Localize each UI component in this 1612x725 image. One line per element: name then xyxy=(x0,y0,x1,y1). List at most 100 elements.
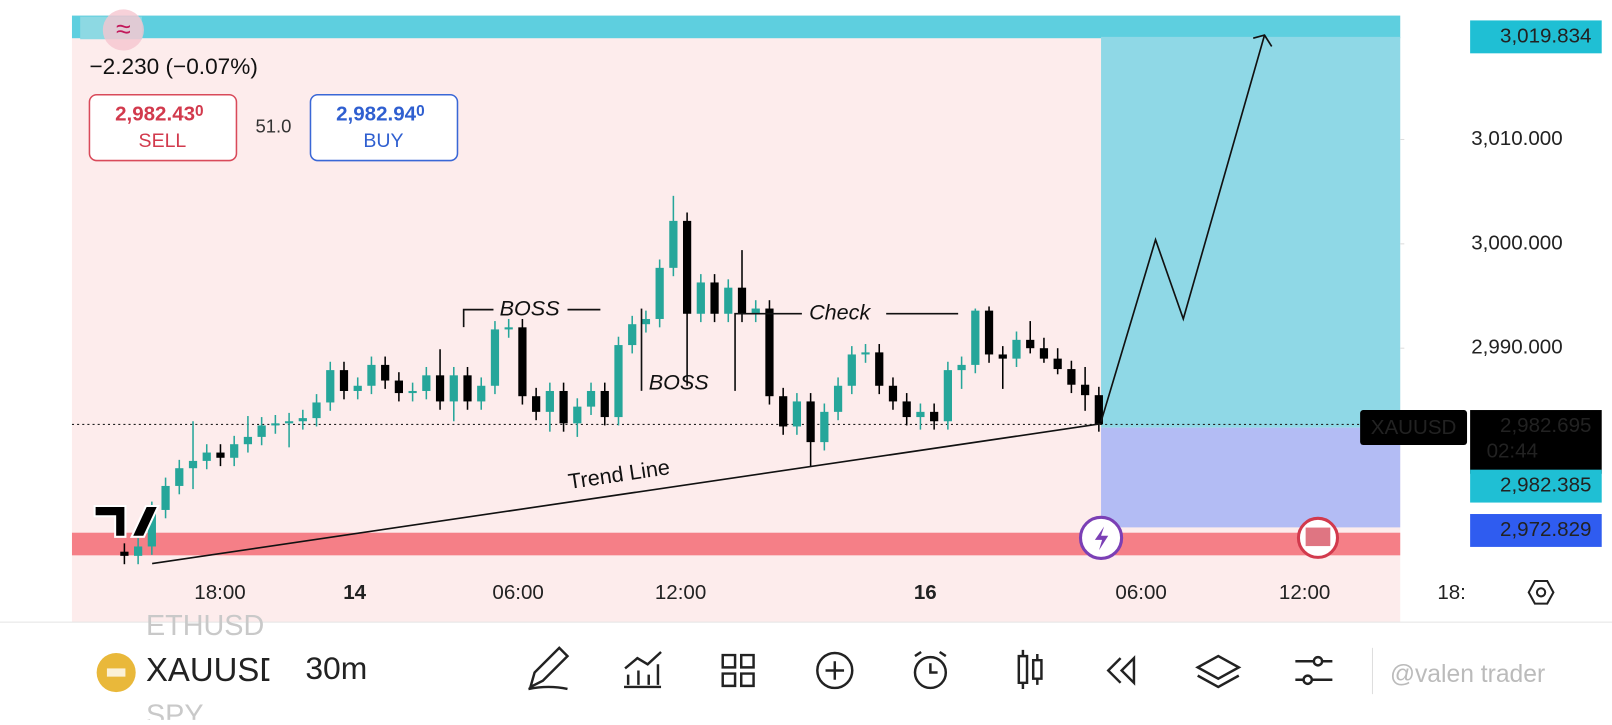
event-glyph xyxy=(1094,526,1109,551)
candle-body xyxy=(833,385,843,412)
alert-tool[interactable] xyxy=(913,655,948,690)
buy-button[interactable] xyxy=(309,93,459,162)
x-tick-label: 18: xyxy=(1437,581,1466,604)
candle-body xyxy=(243,436,253,445)
flag-glyph xyxy=(1305,527,1331,547)
draw-tool[interactable] xyxy=(528,646,570,691)
settings-knob xyxy=(1312,655,1324,667)
candle-body xyxy=(875,352,884,386)
candle-body xyxy=(1067,369,1076,385)
candle-body xyxy=(586,390,596,407)
entry-label: 2,982.385 xyxy=(1500,474,1591,497)
spread: 51.0 xyxy=(255,116,291,137)
symbol-tag-bg xyxy=(1360,410,1468,445)
candle-body xyxy=(394,380,403,394)
candle-body xyxy=(175,468,184,486)
candle-body xyxy=(682,220,692,314)
settings-icon[interactable] xyxy=(1527,580,1555,605)
candle-body xyxy=(545,390,554,412)
candle-body xyxy=(353,385,362,391)
candle-body xyxy=(1081,384,1090,396)
candle-body xyxy=(147,509,156,547)
x-tick-label: 12:00 xyxy=(1279,581,1330,604)
symbol-prev[interactable]: ETHUSD xyxy=(146,610,264,642)
x-tick-label: 06:00 xyxy=(1115,581,1166,604)
symbol-icon-bar xyxy=(106,668,126,677)
candle-body xyxy=(312,402,321,419)
interval[interactable]: 30m xyxy=(305,650,367,686)
indicator-icon[interactable] xyxy=(102,9,144,51)
top-band xyxy=(71,15,1401,39)
candle-body xyxy=(1026,339,1035,349)
stop-label-bg xyxy=(1470,514,1602,547)
candle-body xyxy=(134,546,143,556)
candle-body xyxy=(655,267,664,319)
add-tool[interactable] xyxy=(816,651,854,690)
trend-line xyxy=(152,422,1102,565)
candle-body xyxy=(724,287,733,314)
candle-body xyxy=(820,411,829,443)
x-tick-label: 14 xyxy=(343,581,366,604)
change: −2.230 (−0.07%) xyxy=(89,54,257,79)
candle-body xyxy=(490,329,500,386)
buy-price-main: 2,982.94 xyxy=(336,103,417,126)
replay-tool[interactable] xyxy=(1106,655,1136,686)
candle-body xyxy=(847,354,856,386)
target-label: 3,019.834 xyxy=(1500,24,1591,47)
sell-label: SELL xyxy=(139,130,187,152)
settings-knob xyxy=(1302,674,1314,686)
tv-logo xyxy=(93,504,160,538)
indicator-glyph: ≈ xyxy=(116,14,131,44)
candle-body xyxy=(710,282,719,314)
symbol-next[interactable]: SPY xyxy=(146,699,204,720)
x-tick-label: 16 xyxy=(914,581,937,604)
candle-body xyxy=(765,308,774,397)
layout-tool[interactable] xyxy=(721,653,755,688)
candle-body xyxy=(559,390,568,424)
candle-body xyxy=(1039,348,1049,359)
candle-body xyxy=(573,406,582,424)
candle-body xyxy=(641,318,651,325)
candle-body xyxy=(957,364,966,371)
candle-body xyxy=(628,324,637,346)
buy-label: BUY xyxy=(363,130,403,152)
entry-label-bg xyxy=(1470,469,1602,503)
symbol-current[interactable]: XAUUSD xyxy=(146,651,283,688)
candle-body xyxy=(326,370,335,403)
symbol-tag: XAUUSD xyxy=(1371,416,1457,439)
target-label-bg xyxy=(1470,20,1602,54)
candle-body xyxy=(408,390,417,394)
stop-label: 2,972.829 xyxy=(1500,518,1591,541)
candle-body xyxy=(1012,339,1021,359)
candle-body xyxy=(284,421,294,424)
layers-tool[interactable] xyxy=(1195,654,1242,689)
candle-body xyxy=(669,220,678,268)
sell-button[interactable] xyxy=(88,93,238,162)
chart-type-tool[interactable] xyxy=(1017,649,1043,689)
candle-body xyxy=(600,390,609,418)
add-glyph xyxy=(825,661,845,680)
candle-body xyxy=(188,460,198,469)
bottom-band xyxy=(71,532,1401,556)
candle-body xyxy=(984,310,994,355)
candle-body xyxy=(449,375,458,402)
indicator-tool[interactable] xyxy=(624,651,662,689)
y-tick-label: 3,010.000 xyxy=(1471,127,1562,150)
candle-body xyxy=(463,375,472,402)
candle-body xyxy=(381,364,390,381)
watermark: @valen trader xyxy=(1390,661,1545,688)
candle-body xyxy=(1094,395,1103,425)
sell-price-main: 2,982.43 xyxy=(115,103,195,126)
candle-body xyxy=(202,452,211,461)
last-price-bg xyxy=(1470,410,1602,474)
annotation: Check xyxy=(809,299,871,324)
candle-body xyxy=(696,282,705,314)
candle-body xyxy=(518,327,527,397)
alert-glyph xyxy=(914,650,947,674)
x-tick-label: 06:00 xyxy=(492,581,543,604)
y-tick-label: 2,990.000 xyxy=(1471,336,1562,359)
arrow-head xyxy=(1252,34,1273,47)
candle-body xyxy=(271,423,280,426)
